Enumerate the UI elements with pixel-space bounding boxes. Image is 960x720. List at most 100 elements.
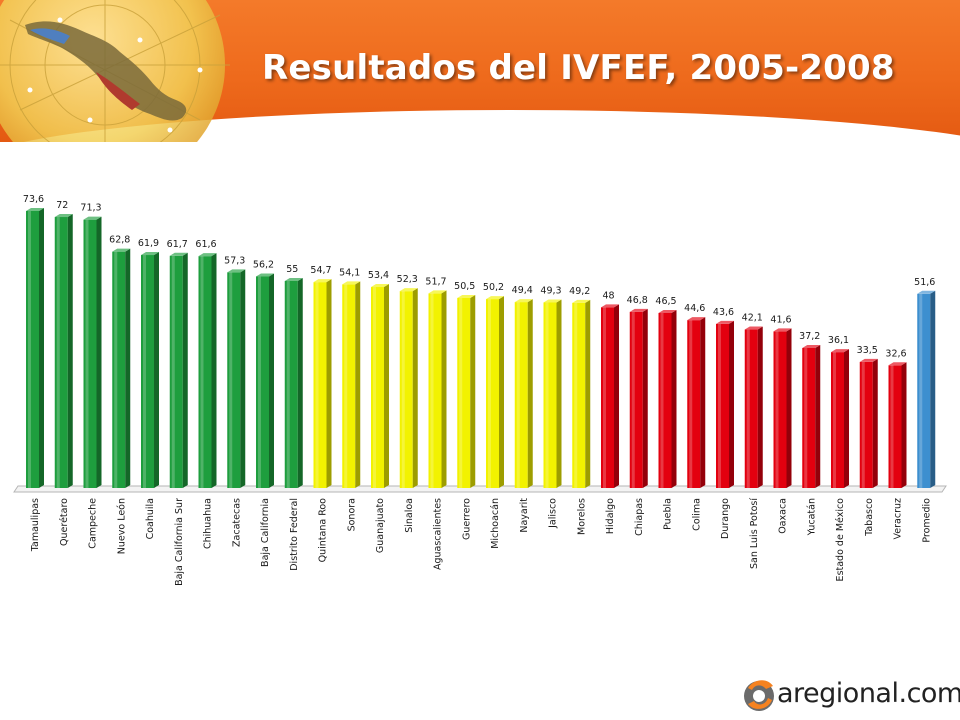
bar: [629, 311, 643, 488]
aregional-logo: aregional.com: [742, 676, 960, 716]
data-label: 49,4: [512, 285, 533, 296]
bar-highlight: [689, 320, 693, 488]
bar: [802, 347, 816, 488]
bar: [141, 255, 154, 488]
bar: [83, 219, 97, 488]
bar-group: [83, 216, 102, 488]
category-label: Campeche: [88, 498, 99, 549]
bar-side: [585, 299, 591, 488]
data-label: 49,3: [540, 285, 561, 296]
bar-side: [527, 299, 533, 488]
bar-group: [169, 252, 188, 488]
bar-top: [83, 216, 102, 220]
bar-chart: 73,6 Tamaulipas 72 Querétaro 71,3 Campeche 62,…: [13, 194, 947, 586]
bar-top: [629, 308, 648, 312]
bar-group: [658, 309, 677, 488]
bar-side: [412, 288, 418, 488]
bar: [313, 282, 327, 488]
category-label: Tamaulipas: [30, 498, 41, 552]
data-label: 54,7: [310, 265, 331, 276]
bar: [112, 251, 126, 488]
bar-side: [297, 278, 303, 488]
bar-top: [917, 290, 936, 294]
bar-highlight: [258, 276, 261, 488]
bar-top: [687, 317, 706, 321]
bar-side: [757, 326, 763, 488]
category-label: Chiapas: [634, 498, 645, 536]
bar-highlight: [718, 323, 721, 488]
mexico-map-globe-icon: [0, 0, 230, 142]
category-label: Promedio: [921, 498, 932, 543]
bar-side: [96, 216, 102, 488]
bar-top: [256, 273, 274, 277]
bar-highlight: [315, 282, 319, 488]
bar: [284, 281, 298, 488]
bar-group: [831, 349, 849, 488]
chart-floor: [13, 485, 947, 493]
bar: [256, 276, 269, 488]
bar-group: [284, 278, 303, 488]
bar-highlight: [603, 307, 606, 488]
bar-side: [671, 309, 677, 488]
data-label: 46,8: [627, 295, 648, 306]
bar-highlight: [459, 297, 463, 488]
bar-group: [917, 290, 936, 488]
bar-highlight: [229, 272, 233, 488]
bar-side: [901, 362, 907, 488]
bar-top: [54, 214, 73, 218]
data-label: 51,6: [914, 277, 935, 288]
bar: [54, 217, 68, 488]
bar-group: [256, 273, 274, 488]
bar-side: [700, 317, 706, 488]
data-label: 32,6: [885, 348, 906, 359]
bar-top: [486, 296, 504, 300]
bar-side: [125, 248, 131, 488]
bar: [428, 293, 442, 488]
bar-group: [888, 362, 907, 488]
bar-highlight: [373, 287, 376, 488]
category-label: Sinaloa: [404, 498, 415, 533]
category-label: Zacatecas: [231, 498, 242, 547]
bar: [371, 287, 384, 488]
bar-group: [141, 252, 159, 488]
bar: [716, 323, 729, 488]
bar-group: [859, 358, 878, 488]
bar-highlight: [516, 302, 520, 488]
bar-side: [815, 344, 821, 488]
bar: [831, 352, 844, 488]
page-title: Resultados del IVFEF, 2005-2008: [262, 48, 895, 88]
bar-highlight: [890, 365, 894, 488]
bar-side: [182, 252, 188, 488]
bar: [744, 329, 758, 488]
bar-top: [802, 344, 821, 348]
category-label: Sonora: [346, 498, 357, 531]
bar-group: [572, 299, 591, 488]
data-label: 54,1: [339, 267, 360, 278]
bar-side: [642, 308, 648, 488]
bar-top: [773, 328, 792, 332]
bar-side: [872, 358, 878, 488]
data-label: 50,2: [483, 282, 504, 293]
bar-group: [371, 284, 389, 488]
bar-group: [629, 308, 648, 488]
bar: [543, 302, 557, 488]
category-label: Coahuila: [145, 498, 156, 539]
data-label: 42,1: [742, 313, 763, 324]
bar-side: [154, 252, 159, 488]
bar-side: [729, 320, 734, 488]
bar-highlight: [28, 211, 31, 488]
category-label: Aguascalientes: [433, 498, 444, 570]
bar: [773, 331, 787, 488]
data-label: 51,7: [425, 276, 446, 287]
bar: [601, 307, 614, 488]
bar-group: [514, 299, 533, 488]
data-label: 62,8: [109, 235, 130, 246]
category-label: Yucatán: [806, 498, 817, 536]
bar-highlight: [488, 299, 491, 488]
bar: [859, 361, 873, 488]
bar-highlight: [833, 352, 836, 488]
bar-group: [428, 290, 447, 488]
bar-highlight: [631, 311, 635, 488]
bar-top: [428, 290, 447, 294]
bar-highlight: [143, 255, 146, 488]
